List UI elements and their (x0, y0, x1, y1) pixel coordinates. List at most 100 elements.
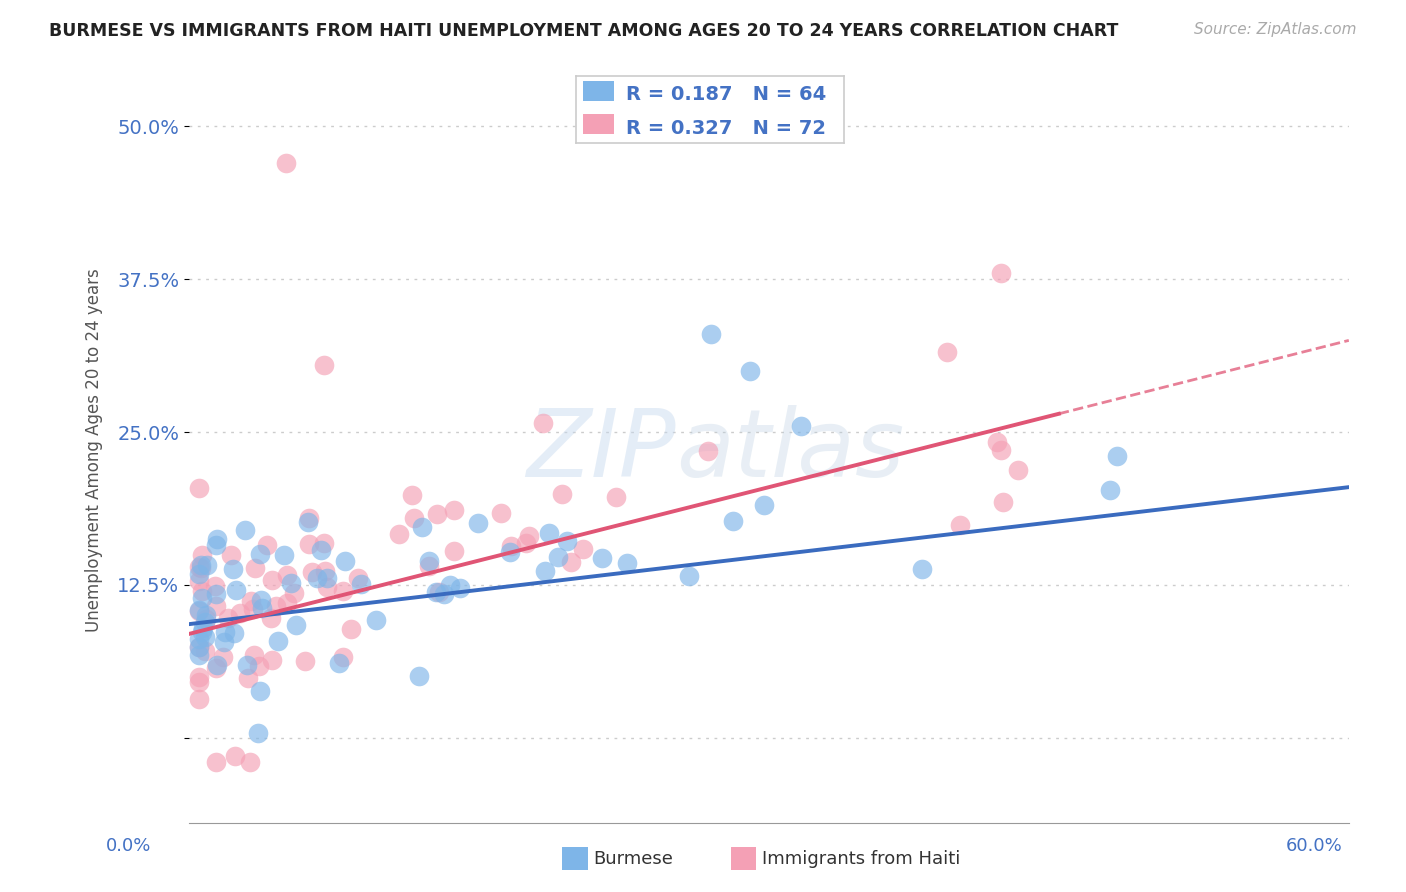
Immigrants from Haiti (531, 417, 554, 431)
Immigrants from Haiti (517, 529, 540, 543)
Burmese (204, 587, 226, 601)
Burmese (267, 634, 290, 648)
Burmese (233, 523, 256, 537)
Immigrants from Haiti (572, 541, 595, 556)
Immigrants from Haiti (191, 549, 214, 563)
Immigrants from Haiti (429, 585, 451, 599)
Immigrants from Haiti (187, 640, 209, 655)
Burmese (364, 613, 387, 627)
Immigrants from Haiti (990, 442, 1012, 457)
Immigrants from Haiti (236, 671, 259, 685)
Immigrants from Haiti (443, 503, 465, 517)
Immigrants from Haiti (276, 568, 298, 582)
Immigrants from Haiti (187, 559, 209, 574)
Burmese (187, 602, 209, 616)
Burmese (754, 498, 776, 512)
Burmese (222, 562, 245, 576)
Text: 60.0%: 60.0% (1286, 837, 1343, 855)
Burmese (214, 634, 236, 648)
Burmese (249, 547, 271, 561)
Immigrants from Haiti (190, 561, 212, 575)
Immigrants from Haiti (245, 561, 267, 575)
Immigrants from Haiti (243, 648, 266, 662)
Immigrants from Haiti (347, 571, 370, 585)
Immigrants from Haiti (204, 756, 226, 770)
Burmese (193, 621, 215, 635)
Burmese (1105, 449, 1128, 463)
Text: R = 0.187   N = 64: R = 0.187 N = 64 (626, 85, 825, 103)
Burmese (738, 364, 761, 378)
Text: 0.0%: 0.0% (105, 837, 150, 855)
Immigrants from Haiti (219, 549, 242, 563)
Burmese (250, 592, 273, 607)
Burmese (700, 327, 723, 342)
Burmese (187, 648, 209, 662)
Immigrants from Haiti (340, 622, 363, 636)
Burmese (538, 526, 561, 541)
Burmese (280, 575, 302, 590)
Burmese (911, 562, 934, 576)
Immigrants from Haiti (697, 443, 720, 458)
Burmese (591, 551, 613, 566)
Burmese (721, 514, 744, 528)
Burmese (187, 632, 209, 647)
Immigrants from Haiti (187, 574, 209, 588)
Burmese (616, 556, 638, 570)
Burmese (195, 607, 218, 622)
Immigrants from Haiti (315, 580, 337, 594)
Immigrants from Haiti (205, 599, 228, 614)
Burmese (467, 516, 489, 530)
Burmese (191, 625, 214, 640)
Text: ZIP: ZIP (526, 405, 676, 496)
Immigrants from Haiti (499, 539, 522, 553)
Immigrants from Haiti (266, 599, 288, 613)
Text: atlas: atlas (676, 405, 904, 496)
Immigrants from Haiti (560, 555, 582, 569)
Immigrants from Haiti (301, 566, 323, 580)
Burmese (790, 419, 813, 434)
Immigrants from Haiti (297, 537, 319, 551)
Burmese (309, 542, 332, 557)
Burmese (534, 564, 557, 578)
Burmese (284, 617, 307, 632)
Burmese (250, 600, 273, 615)
Burmese (193, 630, 215, 644)
Burmese (187, 640, 209, 655)
Burmese (191, 591, 214, 605)
Immigrants from Haiti (217, 611, 239, 625)
Immigrants from Haiti (247, 658, 270, 673)
Immigrants from Haiti (204, 579, 226, 593)
Burmese (249, 683, 271, 698)
Immigrants from Haiti (388, 527, 411, 541)
Burmese (214, 625, 236, 640)
Immigrants from Haiti (1007, 463, 1029, 477)
Text: Burmese: Burmese (593, 849, 673, 868)
Immigrants from Haiti (332, 650, 354, 665)
Burmese (316, 570, 339, 584)
Burmese (547, 549, 569, 564)
Immigrants from Haiti (312, 535, 335, 549)
Burmese (333, 554, 356, 568)
Immigrants from Haiti (240, 593, 263, 607)
Burmese (350, 576, 373, 591)
Immigrants from Haiti (283, 586, 305, 600)
Y-axis label: Unemployment Among Ages 20 to 24 years: Unemployment Among Ages 20 to 24 years (86, 268, 103, 632)
Immigrants from Haiti (242, 602, 264, 616)
Burmese (439, 578, 461, 592)
Burmese (204, 538, 226, 552)
Immigrants from Haiti (990, 266, 1012, 280)
Immigrants from Haiti (426, 508, 449, 522)
Immigrants from Haiti (260, 611, 283, 625)
Immigrants from Haiti (314, 358, 336, 372)
Burmese (205, 532, 228, 546)
Immigrants from Haiti (605, 491, 627, 505)
Immigrants from Haiti (935, 345, 957, 359)
Immigrants from Haiti (404, 510, 426, 524)
Burmese (190, 558, 212, 572)
Burmese (225, 583, 247, 598)
Immigrants from Haiti (187, 670, 209, 684)
Immigrants from Haiti (332, 584, 354, 599)
Immigrants from Haiti (190, 583, 212, 598)
Immigrants from Haiti (205, 660, 228, 674)
Immigrants from Haiti (314, 564, 336, 578)
